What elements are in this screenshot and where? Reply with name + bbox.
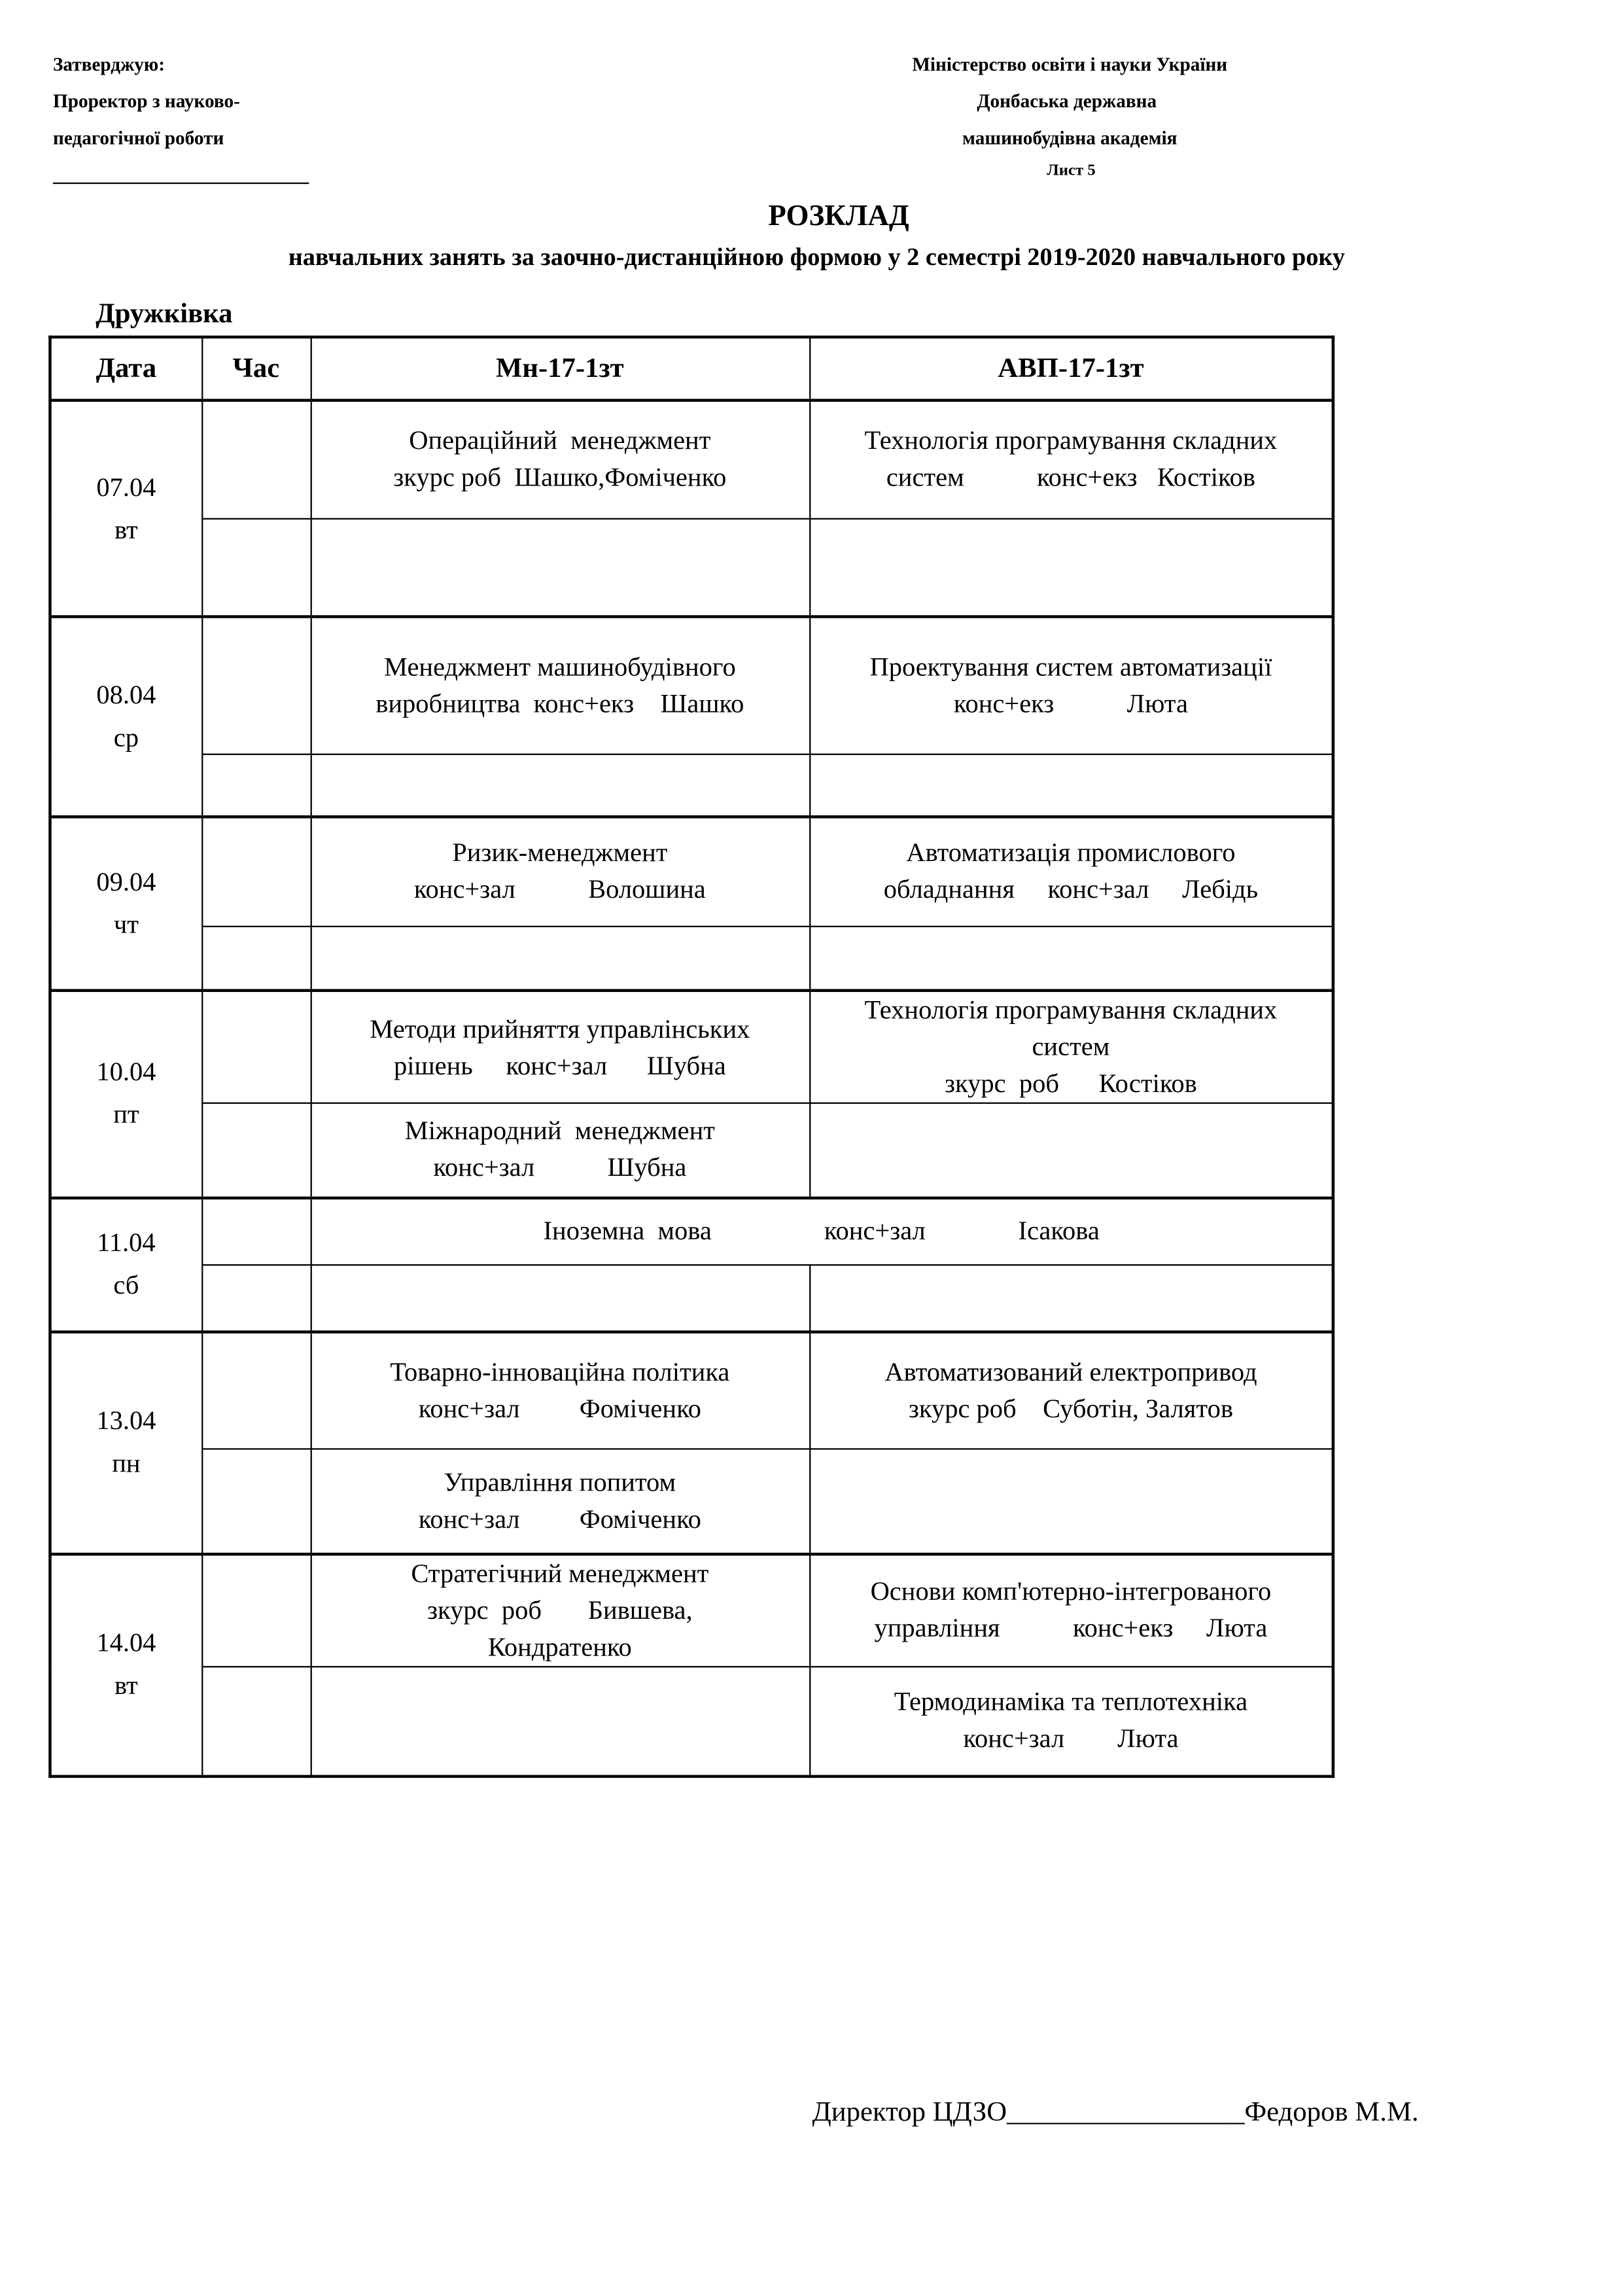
lesson-cell-mn: Ризик-менеджмент конс+зал Волошина: [309, 815, 811, 927]
lesson-cell-mn: [309, 1264, 811, 1332]
table-row: 07.04 вт Операційний менеджмент зкурс роб …: [49, 398, 1334, 618]
academy-name-line2: машинобудівна академія: [962, 126, 1178, 149]
header-group-mn: Мн-17-1зт: [309, 336, 811, 401]
table-row: Управління попитом конс+зал Фоміченко: [50, 1448, 1334, 1555]
lesson-cell-mn: Менеджмент машинобудівного виробництва к…: [309, 615, 811, 754]
time-cell: [201, 1195, 311, 1266]
table-row: Міжнародний менеджмент конс+зал Шубна: [50, 1102, 1334, 1198]
table-row: Термодинаміка та теплотехніка конс+зал Л…: [50, 1665, 1334, 1778]
date: 14.04: [96, 1628, 156, 1658]
lesson-cell-avp: [808, 752, 1334, 818]
date-cell: 14.04 вт: [49, 1551, 203, 1778]
lesson-cell-avp: [808, 1448, 1334, 1555]
header-group-avp: АВП-17-1зт: [808, 336, 1334, 401]
approve-label: Затверджую:: [52, 52, 165, 75]
time-cell: [201, 1102, 311, 1198]
time-cell: [201, 989, 311, 1104]
date-cell: 09.04 чт: [49, 815, 203, 991]
table-header-row: Дата Час Мн-17-1зт АВП-17-1зт: [49, 336, 1334, 401]
time-cell: [201, 1448, 311, 1555]
ministry-name: Міністерство освіти і науки України: [912, 52, 1228, 75]
lesson-cell-mn: Стратегічний менеджмент зкурс роб Бившев…: [309, 1551, 811, 1667]
date: 07.04: [96, 471, 156, 501]
lesson-cell-mn: Операційний менеджмент зкурс роб Шашко,Ф…: [309, 398, 811, 519]
lesson-cell-avp: [808, 1264, 1334, 1332]
date: 11.04: [97, 1227, 156, 1257]
time-cell: [201, 615, 311, 754]
page-title: РОЗКЛАД: [768, 200, 909, 233]
lesson-cell-mn: [309, 925, 811, 991]
lesson-cell-merged: Іноземна мова конс+зал Ісакова: [309, 1195, 1334, 1266]
time-cell: [201, 1665, 311, 1778]
weekday: пн: [112, 1448, 141, 1478]
time-cell: [201, 517, 311, 618]
table-row: 14.04 вт Стратегічний менеджмент зкурс роб…: [49, 1551, 1334, 1778]
time-cell: [201, 752, 311, 818]
table-row: 10.04 пт Методи прийняття управлінських рі…: [49, 989, 1334, 1198]
lesson-cell-avp: Проектування систем автоматизації конс+е…: [808, 615, 1334, 754]
lesson-cell-mn: Управління попитом конс+зал Фоміченко: [309, 1448, 811, 1555]
city-label: Дружківка: [96, 298, 233, 330]
approver-title-line1: Проректор з науково-: [52, 90, 240, 112]
director-signature: Директор ЦДЗО_________________Федоров М.…: [812, 2097, 1419, 2128]
time-cell: [201, 398, 311, 519]
weekday: сб: [113, 1270, 139, 1300]
table-row: [50, 925, 1334, 991]
schedule-table: Дата Час Мн-17-1зт АВП-17-1зт 07.04 вт Опе…: [48, 335, 1335, 1778]
table-row: 08.04 ср Менеджмент машинобудівного виробн…: [49, 615, 1334, 818]
weekday: пт: [113, 1099, 139, 1129]
signature-line: [52, 182, 309, 185]
academy-name-line1: Донбаська державна: [977, 90, 1157, 112]
table-row: 11.04 сб Іноземна мова конс+зал Ісакова: [49, 1195, 1334, 1332]
weekday: вт: [114, 1670, 138, 1701]
sheet-number: Лист 5: [1047, 162, 1096, 180]
table-row: [50, 752, 1334, 818]
lesson-cell-avp: Автоматизований електропривод зкурс роб …: [808, 1330, 1334, 1450]
date: 09.04: [96, 866, 156, 896]
lesson-cell-avp: [808, 517, 1334, 618]
date-cell: 11.04 сб: [49, 1195, 203, 1332]
lesson-cell-avp: Технологія програмування складних систем…: [808, 989, 1334, 1104]
lesson-cell-mn: [309, 752, 811, 818]
lesson-cell-avp: Автоматизація промислового обладнання ко…: [808, 815, 1334, 927]
date-cell: 08.04 ср: [49, 615, 203, 818]
time-cell: [201, 1330, 311, 1450]
header-date: Дата: [49, 336, 203, 401]
header-time: Час: [201, 336, 311, 401]
lesson-cell-avp: [808, 925, 1334, 991]
time-cell: [201, 1264, 311, 1332]
date: 08.04: [96, 680, 156, 710]
approver-title-line2: педагогічної роботи: [52, 126, 224, 149]
page-subtitle: навчальних занять за заочно-дистанційною…: [288, 243, 1345, 271]
date-cell: 10.04 пт: [49, 989, 203, 1198]
table-row: [50, 1264, 1334, 1332]
time-cell: [201, 1551, 311, 1667]
date: 10.04: [96, 1057, 156, 1087]
lesson-cell-avp: Основи комп'ютерно-інтегрованого управлі…: [808, 1551, 1334, 1667]
time-cell: [201, 925, 311, 991]
weekday: ср: [113, 722, 139, 752]
lesson-cell-mn: [309, 1665, 811, 1778]
lesson-cell-mn: [309, 517, 811, 618]
weekday: вт: [114, 514, 138, 544]
date: 13.04: [96, 1405, 156, 1436]
weekday: чт: [113, 910, 139, 940]
date-cell: 07.04 вт: [49, 398, 203, 618]
lesson-cell-mn: Міжнародний менеджмент конс+зал Шубна: [309, 1102, 811, 1198]
date-cell: 13.04 пн: [49, 1330, 203, 1555]
time-cell: [201, 815, 311, 927]
lesson-cell-mn: Товарно-інноваційна політика конс+зал Фо…: [309, 1330, 811, 1450]
table-row: 09.04 чт Ризик-менеджмент конс+зал Волошин…: [49, 815, 1334, 991]
lesson-cell-mn: Методи прийняття управлінських рішень ко…: [309, 989, 811, 1104]
table-row: 13.04 пн Товарно-інноваційна політика конс…: [49, 1330, 1334, 1555]
lesson-cell-avp: Термодинаміка та теплотехніка конс+зал Л…: [808, 1665, 1334, 1778]
lesson-cell-avp: Технологія програмування складних систем…: [808, 398, 1334, 519]
table-row: [50, 517, 1334, 618]
lesson-cell-avp: [808, 1102, 1334, 1198]
